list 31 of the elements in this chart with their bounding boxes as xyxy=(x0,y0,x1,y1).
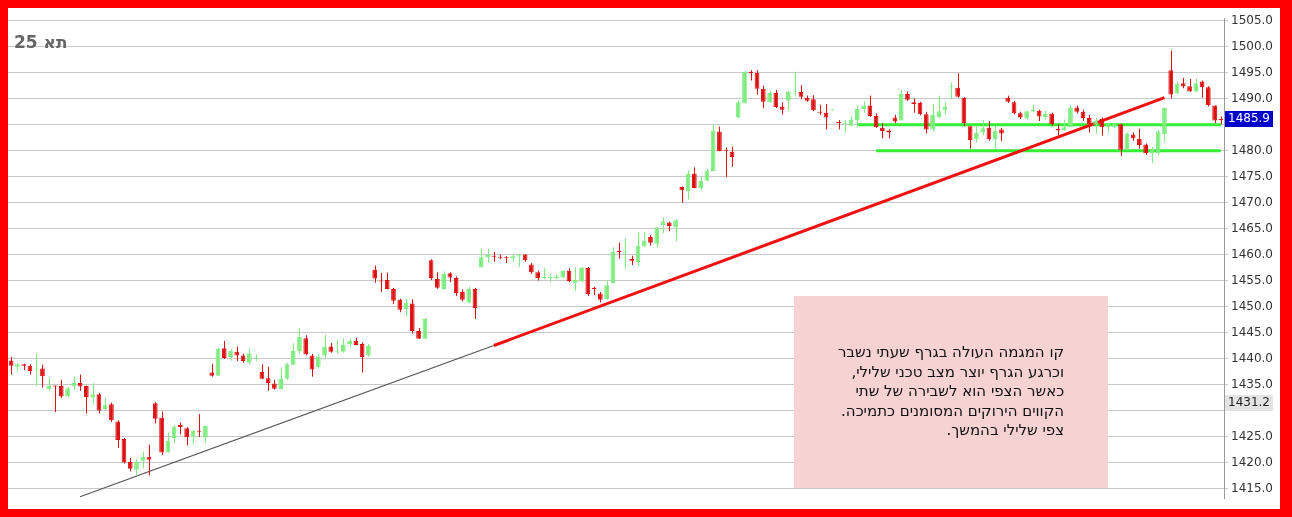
y-tick-label: 1435.0 xyxy=(1231,376,1274,391)
candlestick xyxy=(861,100,866,114)
y-tick-label: 1475.0 xyxy=(1231,168,1274,183)
y-tick-label: 1455.0 xyxy=(1231,272,1274,287)
note-box: קו המגמה העולה בגרף שעתי נשבר וכרגע הגרף יוצר מצב טכני שלילי, כאשר הצפי הוא לשבירה של שתי הקווים הירוקים המסומנים כתמיכה. צפי שלילי בהמשך. xyxy=(794,296,1108,488)
candlestick xyxy=(1061,119,1067,132)
y-tick-label: 1505.0 xyxy=(1231,12,1274,27)
text: 1431.2 xyxy=(1225,395,1273,411)
y-tick-label: 1470.0 xyxy=(1231,194,1274,209)
text: 1485.9 xyxy=(1225,111,1273,127)
y-tick-label: 1415.0 xyxy=(1231,480,1274,495)
y-tick-label: 1450.0 xyxy=(1231,298,1274,313)
y-tick-label: 1490.0 xyxy=(1231,90,1274,105)
candlestick xyxy=(886,128,892,139)
y-tick-label: 1500.0 xyxy=(1231,38,1274,53)
y-tick-label: 1460.0 xyxy=(1231,246,1274,261)
candlestick xyxy=(980,119,986,136)
candlestick xyxy=(572,267,578,292)
annotation: קו המגמה העולה בגרף שעתי נשבר וכרגע הגרף יוצר מצב טכני שלילי, כאשר הצפי הוא לשבירה של שתי הקווים הירוקים המסומנים כתמיכה. צפי שלילי בהמשך. xyxy=(837,343,1065,441)
candlestick xyxy=(666,221,672,232)
text: תא 25 xyxy=(14,32,68,52)
candlestick xyxy=(15,362,20,373)
y-tick-label: 1445.0 xyxy=(1231,324,1274,339)
y-tick-label: 1420.0 xyxy=(1231,454,1274,469)
y-tick-label: 1425.0 xyxy=(1231,428,1274,443)
candlestick xyxy=(999,127,1004,142)
y-tick-label: 1495.0 xyxy=(1231,64,1274,79)
y-tick-label: 1465.0 xyxy=(1231,220,1274,235)
y-tick-label: 1440.0 xyxy=(1231,350,1274,365)
y-tick-label: 1480.0 xyxy=(1231,142,1274,157)
candlestick xyxy=(71,376,77,391)
